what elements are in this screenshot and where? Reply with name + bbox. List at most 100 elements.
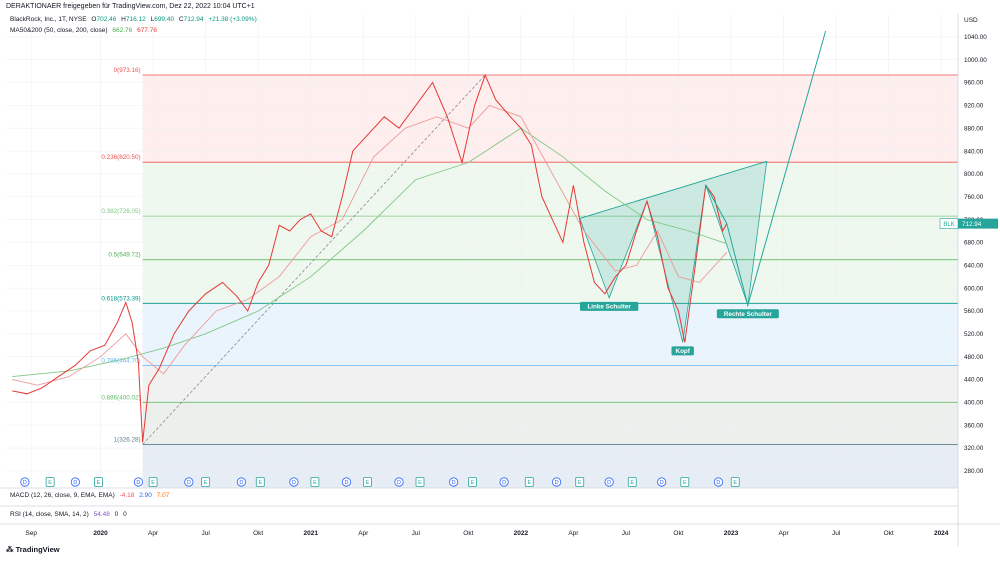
y-tick-label-18: 1000.00 [964, 57, 987, 64]
rsi-legend: RSI (14, close, SMA, 14, 2) 54.48 0 0 [10, 511, 127, 518]
y-tick-label-16: 920.00 [964, 103, 984, 110]
earnings-marker-7 [201, 477, 211, 487]
fib-zone-3 [142, 259, 958, 304]
tradingview-brand-text: TradingView [15, 545, 60, 554]
y-tick-label-3: 400.00 [964, 400, 984, 407]
x-tick-label-9: 2022 [514, 530, 529, 537]
ohlc-close-key: C [178, 16, 184, 23]
ohlc-low-value: 699.40 [154, 16, 175, 23]
fib-label-2: 0.382(726.05) [101, 208, 140, 215]
dividend-marker-26 [713, 477, 724, 487]
ma50-line [12, 104, 728, 386]
annotation-label-1: Kopf [676, 348, 691, 355]
price-tag-symbol: BLK [943, 222, 954, 228]
dividend-marker-label-16: D [452, 480, 456, 486]
y-tick-label-14: 840.00 [964, 148, 984, 155]
annotation-label-2: Rechte Schulter [724, 311, 772, 318]
chart-area[interactable]: 0(973.16) 0.236(820.50) 0.382(726.05) 0.5(6… [0, 14, 1000, 560]
y-tick-label-12: 760.00 [964, 194, 984, 201]
earnings-marker-9 [255, 477, 265, 487]
tradingview-logo[interactable]: ⁂ TradingView [6, 545, 60, 554]
x-tick-label-10: Apr [568, 530, 579, 537]
trend-line [142, 74, 486, 445]
price-change: +21.38 (+3.09%) [208, 16, 257, 23]
y-tick-label-13: 800.00 [964, 171, 984, 178]
annotation-box-0 [579, 301, 639, 311]
rsi-value-1: 54.48 [93, 511, 110, 518]
currency-label: USD [964, 17, 978, 24]
x-tick-label-3: Jul [201, 530, 210, 537]
x-tick-label-13: 2023 [724, 530, 739, 537]
earnings-marker-label-25: E [683, 480, 687, 486]
dividend-marker-label-12: D [344, 480, 348, 486]
fib-zone-bottom [142, 444, 958, 488]
dividend-marker-22 [604, 477, 614, 487]
dividend-marker-12 [341, 477, 352, 487]
earnings-marker-21 [575, 477, 585, 487]
dividend-marker-label-4: D [136, 480, 140, 486]
dividend-marker-20 [552, 477, 562, 487]
tradingview-logo-icon: ⁂ [6, 545, 14, 554]
price-tag-value: 712.94 [962, 221, 982, 228]
ma200-value: 677.76 [137, 27, 157, 34]
ma-label: MA50&200 (50, close, 200, close) [10, 27, 108, 34]
earnings-marker-label-23: E [630, 480, 634, 486]
dividend-marker-label-0: D [23, 480, 27, 486]
x-tick-label-4: Okt [253, 530, 263, 537]
earnings-marker-label-3: E [97, 480, 101, 486]
fib-label-5: 0.786(464.70) [101, 357, 140, 364]
earnings-marker-label-17: E [471, 480, 475, 486]
y-tick-label-0: 280.00 [964, 468, 984, 475]
earnings-marker-19 [524, 477, 534, 487]
symbol-label: BlackRock, Inc., 1T, NYSE [10, 16, 87, 23]
fib-zone-6 [142, 402, 958, 445]
price-tag-box [958, 218, 998, 229]
dividend-marker-label-10: D [292, 480, 296, 486]
y-tick-label-7: 560.00 [964, 308, 984, 315]
annotation-box-1 [671, 346, 694, 356]
fib-label-1: 0.236(820.50) [101, 154, 140, 161]
rsi-value-3: 0 [123, 511, 127, 518]
macd-value-1: -4.18 [119, 492, 135, 499]
x-tick-label-8: Okt [463, 530, 473, 537]
earnings-marker-label-9: E [258, 480, 262, 486]
y-tick-label-9: 640.00 [964, 262, 984, 269]
macd-legend: MACD (12, 26, close, 9, EMA, EMA) -4.18 … [10, 492, 169, 499]
price-chart[interactable]: 0(973.16) 0.236(820.50) 0.382(726.05) 0.5(6… [0, 14, 1000, 560]
y-tick-label-6: 520.00 [964, 331, 984, 338]
y-tick-label-10: 680.00 [964, 240, 984, 247]
earnings-marker-label-15: E [418, 480, 422, 486]
dividend-marker-4 [133, 477, 143, 487]
earnings-marker-3 [94, 477, 103, 487]
x-tick-label-2: Apr [148, 530, 159, 537]
ohlc-high-key: H [121, 16, 126, 23]
rsi-label: RSI (14, close, SMA, 14, 2) [10, 511, 89, 518]
price-line [12, 73, 728, 443]
earnings-marker-23 [627, 477, 637, 487]
x-tick-label-15: Jul [832, 530, 841, 537]
ma200-line [12, 127, 727, 378]
dividend-marker-label-24: D [660, 480, 664, 486]
annotation-label-0: Linke Schulter [587, 304, 631, 311]
macd-value-2: 2.90 [139, 492, 152, 499]
earnings-marker-27 [730, 477, 740, 487]
earnings-marker-label-7: E [204, 480, 208, 486]
x-tick-label-5: 2021 [303, 530, 318, 537]
dividend-marker-24 [657, 477, 667, 487]
earnings-marker-label-19: E [527, 480, 531, 486]
dividend-marker-label-18: D [502, 480, 506, 486]
dividend-marker-label-20: D [555, 480, 559, 486]
dividend-marker-label-6: D [187, 480, 191, 486]
y-tick-label-19: 1040.00 [964, 34, 987, 41]
y-tick-label-17: 960.00 [964, 80, 984, 87]
fib-label-0: 0(973.16) [114, 67, 141, 74]
ohlc-low-key: L [150, 16, 155, 23]
ma50-value: 662.76 [112, 27, 133, 34]
fib-label-4: 0.618(573.39) [101, 295, 140, 302]
annotation-box-2 [716, 309, 779, 319]
x-tick-label-12: Okt [673, 530, 683, 537]
dividend-marker-0 [20, 477, 30, 487]
dividend-marker-label-22: D [607, 480, 611, 486]
ohlc-open-key: O [91, 16, 97, 23]
fib-label-7: 1(326.28) [114, 436, 141, 443]
